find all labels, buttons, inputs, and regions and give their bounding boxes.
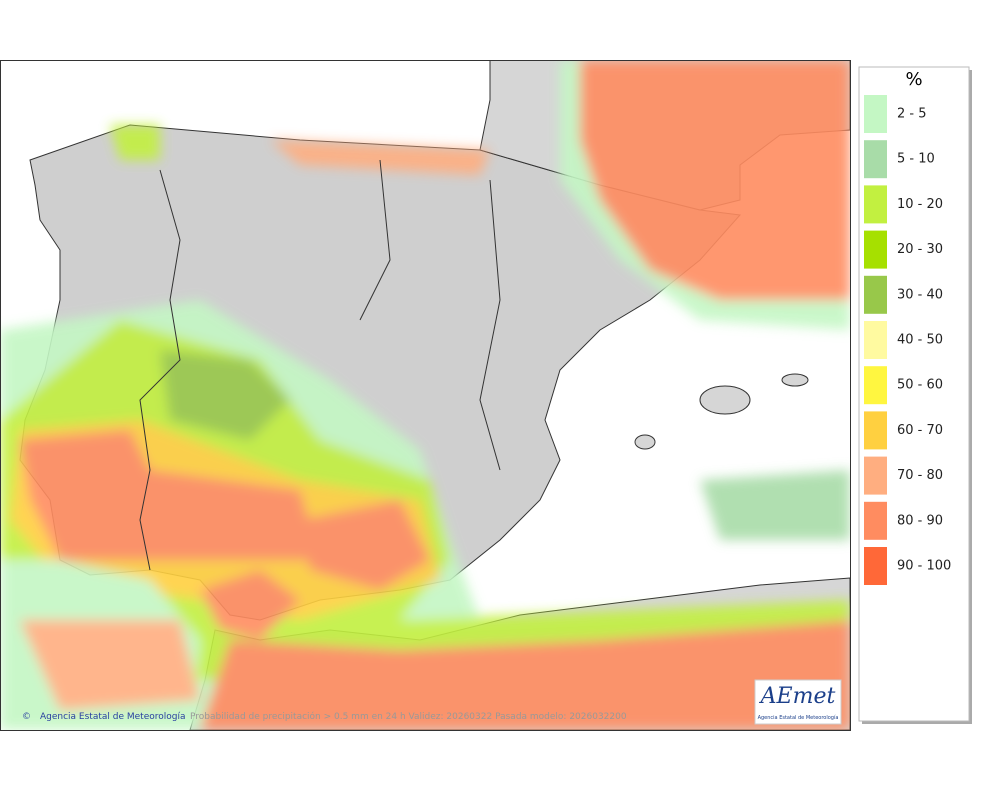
legend-swatch [864, 140, 887, 179]
logo-box [754, 679, 842, 725]
legend-swatch [864, 411, 887, 450]
legend-label: 60 - 70 [897, 423, 943, 438]
ibiza [634, 434, 656, 450]
legend-swatch [864, 501, 887, 540]
legend-label: 70 - 80 [897, 468, 943, 483]
borders [139, 159, 501, 571]
probability-area [270, 140, 490, 175]
legend-label: 10 - 20 [897, 197, 943, 212]
legend-title: % [905, 69, 922, 90]
legend-items: 2 - 5 5 - 10 10 - 20 20 - 30 30 - 40 40 - 50 5… [864, 95, 951, 585]
map [0, 60, 850, 730]
legend-label: 30 - 40 [897, 287, 943, 302]
legend-swatch [864, 95, 887, 133]
probability-area [160, 350, 290, 440]
legend-swatch [864, 547, 887, 585]
legend-label: 40 - 50 [897, 333, 943, 348]
legend-label: 5 - 10 [897, 152, 935, 167]
probability-area [300, 500, 430, 590]
legend-label: 90 - 100 [897, 559, 951, 574]
map-frame [0, 60, 851, 731]
legend-swatch [864, 456, 887, 495]
probability-area [200, 620, 850, 730]
legend-label: 80 - 90 [897, 513, 943, 528]
probability-area [200, 570, 300, 640]
legend-swatch [864, 366, 887, 405]
legend-swatch [864, 321, 887, 359]
legend-swatch [864, 185, 887, 224]
caption: Probabilidad de precipitación > 0.5 mm e… [190, 711, 627, 722]
credit: Agencia Estatal de Meteorología [40, 712, 186, 722]
probability-area [20, 430, 320, 560]
probability-area [110, 125, 160, 160]
probability-area [20, 620, 200, 710]
copyright-icon: © [22, 712, 31, 722]
probability-area [580, 60, 850, 300]
legend-swatch [864, 275, 887, 314]
probability-areas [0, 60, 850, 730]
logo-name: AEmet [759, 684, 836, 709]
legend-label: 20 - 30 [897, 242, 943, 257]
legend-label: 2 - 5 [897, 107, 927, 122]
legend-label: 50 - 60 [897, 378, 943, 393]
mallorca [699, 385, 751, 415]
legend-swatch [864, 230, 887, 269]
probability-area [700, 470, 850, 540]
logo-subtitle: Agencia Estatal de Meteorología [758, 714, 839, 721]
menorca [781, 373, 809, 387]
